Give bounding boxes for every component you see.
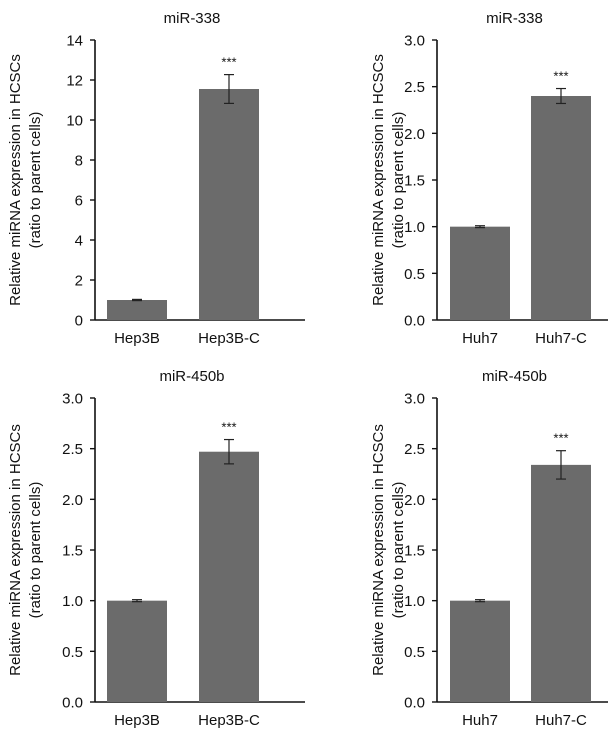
y-tick-label: 2.0 — [62, 492, 83, 509]
y-tick-label: 3.0 — [404, 33, 425, 50]
y-tick-label: 0.0 — [62, 695, 83, 712]
bar — [531, 464, 591, 702]
y-axis-label: Relative miRNA expression in HCSCs — [370, 54, 387, 306]
y-tick-label: 3.0 — [404, 391, 425, 408]
category-label: Hep3B-C — [198, 712, 260, 729]
y-tick-label: 1.0 — [62, 593, 83, 610]
y-tick-label: 1.5 — [404, 173, 425, 190]
y-tick-label: 8 — [75, 153, 83, 170]
bar — [107, 300, 167, 320]
category-label: Huh7 — [462, 330, 498, 347]
y-tick-label: 0.5 — [404, 266, 425, 283]
y-tick-label: 4 — [75, 233, 83, 250]
y-tick-label: 1.0 — [404, 593, 425, 610]
y-tick-label: 1.5 — [404, 543, 425, 560]
y-tick-label: 3.0 — [62, 391, 83, 408]
y-tick-label: 1.5 — [62, 543, 83, 560]
y-axis-label: Relative miRNA expression in HCSCs — [370, 424, 387, 676]
bar — [199, 451, 259, 702]
y-tick-label: 0.5 — [404, 644, 425, 661]
y-tick-label: 14 — [66, 33, 83, 50]
chart-panel-4: miR-450b 0.0 0.5 1.0 1.5 2.0 2.5 3.0 Relative mi… — [370, 368, 608, 729]
significance-label: *** — [553, 69, 568, 84]
y-tick-label: 0.0 — [404, 313, 425, 330]
chart-title: miR-338 — [164, 10, 221, 27]
y-tick-label: 12 — [66, 73, 83, 90]
category-label: Hep3B — [114, 330, 160, 347]
bar — [531, 96, 591, 320]
y-tick-label: 2.0 — [404, 492, 425, 509]
bar — [199, 89, 259, 320]
y-tick-label: 2.5 — [62, 441, 83, 458]
y-tick-label: 0 — [75, 313, 83, 330]
chart-title: miR-450b — [159, 368, 224, 385]
chart-title: miR-450b — [482, 368, 547, 385]
category-label: Hep3B-C — [198, 330, 260, 347]
y-axis-label-sub: (ratio to parent cells) — [390, 112, 407, 249]
bar — [107, 600, 167, 702]
chart-panel-2: miR-338 0.0 0.5 1.0 1.5 2.0 2.5 3.0 Relative miR… — [370, 10, 608, 347]
significance-label: *** — [221, 55, 236, 70]
category-label: Huh7 — [462, 712, 498, 729]
category-label: Huh7-C — [535, 712, 587, 729]
y-tick-label: 2 — [75, 273, 83, 290]
y-tick-label: 2.0 — [404, 126, 425, 143]
significance-label: *** — [553, 431, 568, 446]
significance-label: *** — [221, 420, 236, 435]
y-tick-label: 6 — [75, 193, 83, 210]
y-tick-label: 0.0 — [404, 695, 425, 712]
category-label: Hep3B — [114, 712, 160, 729]
bar — [450, 226, 510, 320]
chart-panel-1: miR-338 0 2 4 6 8 10 12 14 Relative miRNA express… — [7, 10, 305, 347]
y-tick-label: 1.0 — [404, 219, 425, 236]
y-axis-label: Relative miRNA expression in HCSCs — [7, 54, 24, 306]
y-tick-label: 2.5 — [404, 79, 425, 96]
y-tick-label: 0.5 — [62, 644, 83, 661]
y-tick-label: 10 — [66, 113, 83, 130]
bar — [450, 600, 510, 702]
y-axis-label-sub: (ratio to parent cells) — [27, 482, 44, 619]
y-axis-label-sub: (ratio to parent cells) — [390, 482, 407, 619]
y-tick-label: 2.5 — [404, 441, 425, 458]
y-axis-label: Relative miRNA expression in HCSCs — [7, 424, 24, 676]
category-label: Huh7-C — [535, 330, 587, 347]
y-axis-label-sub: (ratio to parent cells) — [27, 112, 44, 249]
chart-title: miR-338 — [486, 10, 543, 27]
chart-panel-3: miR-450b 0.0 0.5 1.0 1.5 2.0 2.5 3.0 Relative mi… — [7, 368, 305, 729]
